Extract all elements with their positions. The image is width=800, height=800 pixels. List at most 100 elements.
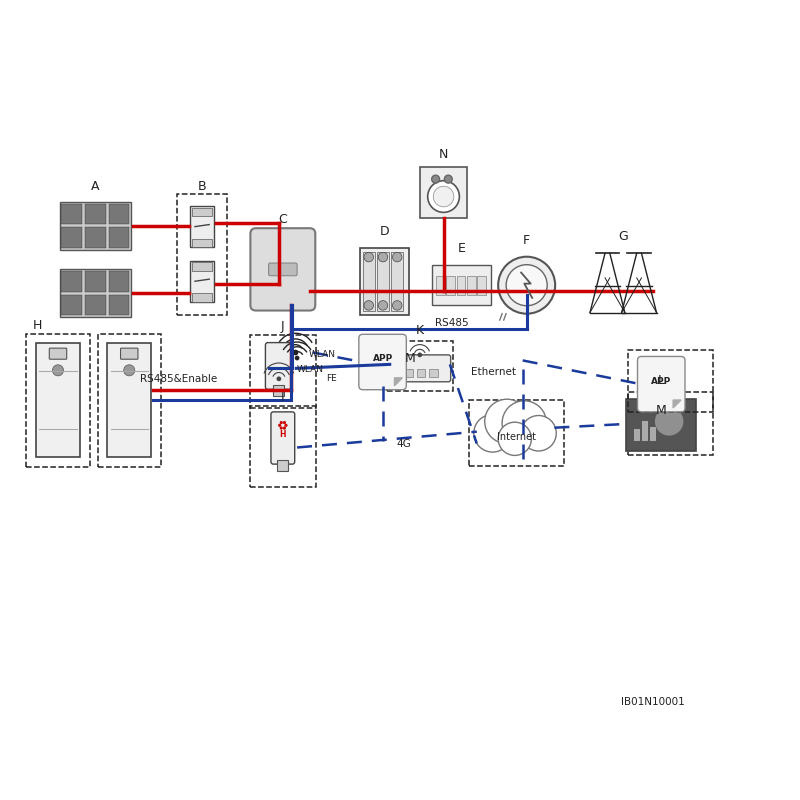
- Circle shape: [393, 252, 402, 262]
- Bar: [386, 341, 453, 390]
- Bar: [391, 251, 403, 311]
- Text: N: N: [439, 148, 448, 161]
- Text: D: D: [379, 225, 389, 238]
- Text: APP: APP: [373, 354, 393, 363]
- Bar: [26, 334, 90, 466]
- Bar: [436, 276, 445, 294]
- Bar: [190, 206, 214, 247]
- Text: IB01N10001: IB01N10001: [622, 698, 686, 707]
- FancyBboxPatch shape: [269, 263, 297, 276]
- FancyBboxPatch shape: [626, 399, 696, 451]
- Bar: [109, 271, 130, 291]
- Bar: [192, 262, 212, 271]
- Text: Internet: Internet: [497, 432, 536, 442]
- Text: M: M: [405, 351, 415, 365]
- Circle shape: [278, 424, 282, 427]
- Bar: [177, 194, 227, 315]
- Bar: [250, 406, 316, 487]
- Circle shape: [280, 421, 283, 424]
- Circle shape: [502, 401, 546, 445]
- Bar: [192, 293, 212, 302]
- Bar: [190, 261, 214, 302]
- Bar: [192, 208, 212, 216]
- Bar: [634, 430, 640, 441]
- Circle shape: [378, 252, 388, 262]
- Circle shape: [277, 377, 282, 381]
- Text: M: M: [656, 405, 666, 418]
- FancyBboxPatch shape: [271, 412, 294, 464]
- Circle shape: [283, 426, 286, 430]
- Text: I: I: [281, 391, 285, 404]
- Text: H: H: [33, 319, 42, 332]
- Bar: [278, 460, 288, 471]
- Bar: [642, 422, 648, 441]
- Text: J: J: [281, 320, 285, 333]
- FancyBboxPatch shape: [266, 342, 292, 390]
- Circle shape: [521, 415, 556, 451]
- Bar: [446, 276, 455, 294]
- Bar: [109, 294, 130, 315]
- Bar: [192, 238, 212, 247]
- Text: E: E: [458, 242, 466, 255]
- FancyBboxPatch shape: [250, 228, 315, 310]
- Bar: [477, 276, 486, 294]
- Text: RS485: RS485: [434, 318, 468, 328]
- Bar: [457, 276, 466, 294]
- Bar: [404, 369, 413, 377]
- Bar: [432, 266, 491, 305]
- Text: K: K: [416, 324, 424, 337]
- Circle shape: [655, 407, 683, 436]
- Text: L: L: [658, 374, 665, 387]
- FancyBboxPatch shape: [389, 355, 450, 382]
- FancyBboxPatch shape: [359, 334, 406, 390]
- Circle shape: [285, 424, 287, 427]
- Circle shape: [432, 175, 439, 183]
- Circle shape: [434, 186, 454, 207]
- Text: RS485&Enable: RS485&Enable: [140, 374, 217, 384]
- Bar: [628, 392, 713, 455]
- Text: A: A: [91, 179, 99, 193]
- Circle shape: [498, 257, 555, 314]
- Text: F: F: [523, 234, 530, 247]
- Bar: [360, 248, 409, 315]
- Circle shape: [506, 265, 547, 306]
- Text: C: C: [278, 213, 287, 226]
- Bar: [59, 270, 131, 317]
- Circle shape: [498, 422, 531, 455]
- Bar: [467, 276, 476, 294]
- Circle shape: [294, 356, 299, 361]
- Bar: [61, 204, 82, 224]
- Text: WLAN: WLAN: [296, 366, 323, 374]
- Circle shape: [393, 301, 402, 310]
- FancyBboxPatch shape: [50, 348, 66, 359]
- Bar: [85, 271, 106, 291]
- Circle shape: [364, 301, 374, 310]
- Text: FE: FE: [326, 374, 338, 383]
- Text: B: B: [198, 179, 206, 193]
- Bar: [274, 386, 285, 397]
- Bar: [109, 227, 130, 248]
- Circle shape: [53, 365, 63, 376]
- Polygon shape: [673, 400, 681, 408]
- Bar: [628, 350, 713, 412]
- Bar: [59, 202, 131, 250]
- Circle shape: [280, 426, 283, 430]
- Circle shape: [364, 252, 374, 262]
- Circle shape: [474, 414, 511, 452]
- FancyBboxPatch shape: [638, 357, 685, 412]
- Bar: [430, 369, 438, 377]
- Circle shape: [444, 175, 452, 183]
- Text: 4G: 4G: [397, 438, 411, 449]
- Bar: [377, 251, 389, 311]
- Circle shape: [428, 181, 459, 212]
- Bar: [107, 342, 151, 458]
- Text: H: H: [279, 430, 286, 439]
- Bar: [250, 335, 316, 408]
- FancyBboxPatch shape: [420, 167, 467, 218]
- Bar: [61, 271, 82, 291]
- Bar: [650, 427, 656, 441]
- Bar: [85, 227, 106, 248]
- Circle shape: [378, 301, 388, 310]
- Bar: [98, 334, 161, 466]
- Text: G: G: [618, 230, 628, 243]
